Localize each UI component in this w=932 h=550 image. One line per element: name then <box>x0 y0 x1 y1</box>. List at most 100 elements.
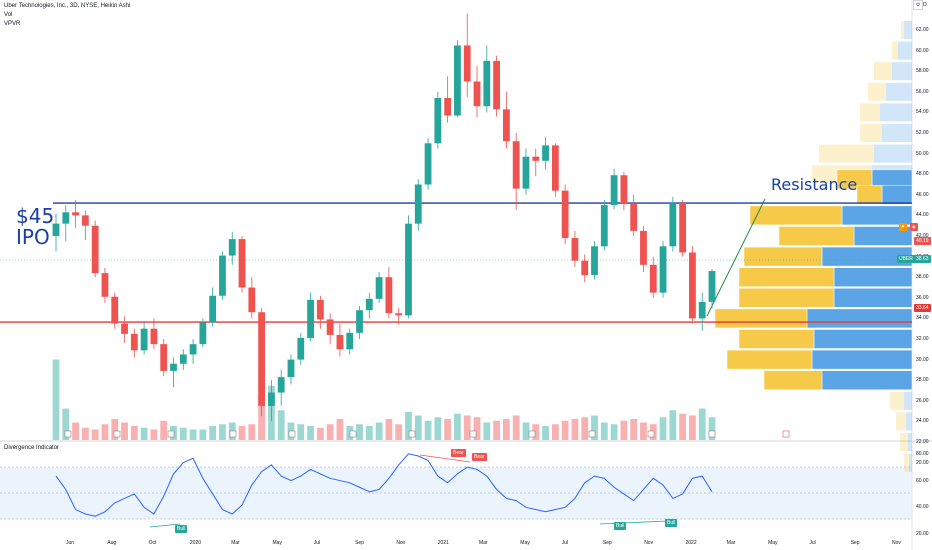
volume-bar-58 <box>620 420 628 440</box>
event-marker-5 <box>349 430 357 438</box>
bull-divergence-line-1 <box>149 523 181 528</box>
ipo-annotation-price: $45 <box>16 204 55 228</box>
volume-bar-2 <box>72 422 79 440</box>
volume-bar-21 <box>258 396 266 440</box>
volume-bar-34 <box>385 419 393 440</box>
ipo-annotation: $45 IPO <box>16 206 54 248</box>
candle-body-14 <box>189 344 197 355</box>
candle-body-59 <box>630 204 638 231</box>
price-tick-16: 30.00 <box>916 356 929 363</box>
volume-bar-39 <box>434 417 442 440</box>
osc-tick-3: 20.00 <box>916 530 929 537</box>
profile-down-bar-5 <box>738 267 835 287</box>
volume-bar-62 <box>659 417 667 440</box>
volume-label[interactable]: Vol <box>4 12 13 18</box>
bear-label-2: Bear <box>472 453 487 461</box>
candle-body-26 <box>307 299 314 338</box>
vpvr-label[interactable]: VPVR <box>4 21 21 27</box>
volume-bar-36 <box>405 412 412 440</box>
time-tick-12: Jul <box>561 540 568 546</box>
candle-body-19 <box>238 239 246 288</box>
volume-bar-22 <box>268 385 275 440</box>
volume-bar-20 <box>248 424 256 440</box>
oscillator-line <box>55 453 713 517</box>
volume-bar-46 <box>502 419 510 440</box>
time-tick-18: Jul <box>809 540 816 546</box>
profile-down-bar-6 <box>738 288 835 308</box>
price-tick-2: 58.00 <box>916 68 929 75</box>
candle-body-39 <box>434 97 442 144</box>
profile-up-bar-5 <box>833 267 913 287</box>
alert-badge[interactable]: ⚑ <box>899 223 907 231</box>
price-tick-6: 50.00 <box>916 150 929 157</box>
volume-bar-38 <box>424 420 432 440</box>
volume-bar-6 <box>111 419 119 440</box>
price-tick-4: 54.00 <box>916 109 929 116</box>
uber-symbol-badge: UBER <box>897 255 915 263</box>
volume-bar-28 <box>326 424 334 440</box>
event-marker-11 <box>708 430 716 438</box>
bull-label-1: Bull <box>175 525 188 533</box>
candle-body-15 <box>199 322 207 345</box>
candle-body-16 <box>209 295 217 323</box>
candle-body-32 <box>365 298 373 311</box>
volume-bar-40 <box>444 419 452 440</box>
volume-bar-56 <box>600 422 608 440</box>
volume-bar-5 <box>101 424 109 440</box>
volume-bar-55 <box>591 415 598 440</box>
volume-bar-17 <box>219 424 226 440</box>
candle-body-65 <box>689 252 696 319</box>
candle-body-44 <box>483 60 491 107</box>
event-marker-0 <box>64 430 72 438</box>
candle-body-56 <box>600 205 608 247</box>
alert-badge-2[interactable]: ◉ <box>910 223 918 231</box>
bull-label-2: Bull <box>614 522 627 530</box>
faded-profile-up-8 <box>904 391 912 410</box>
faded-profile-up-10 <box>908 433 912 451</box>
faded-profile-down-10 <box>900 433 908 451</box>
profile-up-bar-9 <box>811 349 913 370</box>
volume-bar-60 <box>640 422 647 440</box>
faded-profile-down-0 <box>901 21 904 39</box>
time-tick-8: Nov <box>396 540 406 546</box>
profile-up-bar-10 <box>821 370 913 390</box>
candle-body-0 <box>52 223 60 236</box>
volume-bar-66 <box>698 408 706 440</box>
volume-bar-3 <box>81 427 89 440</box>
faded-profile-down-3 <box>868 82 886 101</box>
profile-down-bar-9 <box>726 349 813 370</box>
price-tick-14: 34.00 <box>916 315 929 322</box>
candle-body-10 <box>150 328 158 345</box>
profile-up-bar-6 <box>833 288 913 308</box>
candle-body-42 <box>463 45 471 82</box>
time-tick-10: Mar <box>479 540 488 546</box>
profile-down-bar-4 <box>743 246 823 267</box>
trend-line <box>706 198 766 317</box>
candle-body-52 <box>561 190 569 239</box>
candle-body-53 <box>571 238 579 261</box>
candle-body-2 <box>72 212 79 216</box>
settings-gear-icon[interactable]: ⚙ <box>913 0 923 10</box>
volume-bar-16 <box>209 426 217 440</box>
faded-profile-down-9 <box>896 412 906 431</box>
volume-bar-41 <box>454 413 461 440</box>
future-event-marker <box>782 430 790 438</box>
profile-down-bar-3 <box>778 226 855 246</box>
candle-body-51 <box>551 145 559 191</box>
time-tick-15: 2022 <box>685 540 697 546</box>
price-tick-8: 46.00 <box>916 191 929 198</box>
candle-body-40 <box>444 97 452 116</box>
candle-body-38 <box>424 143 432 185</box>
volume-bar-59 <box>630 419 638 440</box>
candle-body-20 <box>248 287 256 313</box>
bear-divergence-line <box>419 454 471 463</box>
price-tick-18: 26.00 <box>916 397 929 404</box>
volume-bar-32 <box>365 426 373 440</box>
time-tick-2: Oct <box>148 540 157 546</box>
volume-bar-27 <box>316 427 324 440</box>
volume-bar-14 <box>189 429 197 440</box>
time-tick-5: May <box>272 540 282 546</box>
profile-down-bar-7 <box>714 308 808 329</box>
